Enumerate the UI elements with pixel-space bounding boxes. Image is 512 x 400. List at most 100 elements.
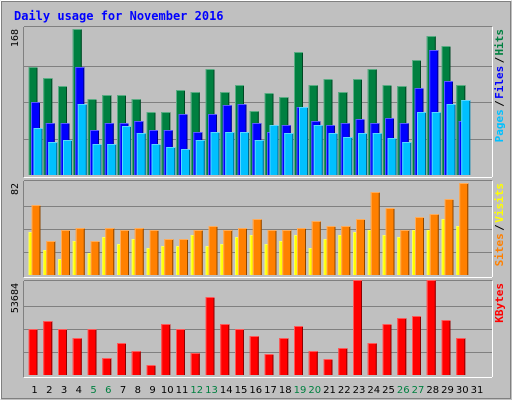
bar-sites-day-26-body [400,230,410,275]
bar-kbytes-day-7-body [117,343,126,375]
bar-pages-day-19 [299,107,308,175]
day-label-23: 23 [353,385,366,396]
bar-kbytes-day-26 [397,318,407,375]
panel-visits-sites: 82 Visits/ Sites [10,180,506,278]
bar-pages-day-15 [240,132,249,175]
bar-pages-day-16 [254,140,264,175]
bar-kbytes-day-20 [308,351,318,375]
bar-pages-day-25 [387,138,397,175]
bar-kbytes-day-30 [456,338,466,375]
bar-sites-day-30-body [459,183,469,275]
bar-pages-day-26 [402,142,412,175]
legend-kbytes: KBytes [493,283,506,323]
bar-sites-day-6-body [105,228,115,275]
legend-separator: / [493,224,506,231]
day-label-28: 28 [426,385,439,396]
bar-kbytes-day-3-body [58,329,67,375]
bar-pages-day-20-body [313,125,323,175]
bar-kbytes-day-18 [279,338,289,375]
bar-pages-day-7-body [122,126,131,175]
day-label-5: 5 [90,385,96,396]
bar-pages-day-2 [48,142,58,175]
bar-sites-day-12-body [193,230,203,275]
bar-sites-day-12 [193,230,203,275]
bar-pages-day-11-body [181,149,190,175]
day-label-19: 19 [294,385,307,396]
legend-hits: Hits [493,29,506,56]
day-label-18: 18 [279,385,292,396]
bar-pages-day-22-body [343,137,353,175]
bar-sites-day-14 [223,230,233,275]
day-label-15: 15 [235,385,248,396]
day-label-14: 14 [220,385,233,396]
bar-kbytes-day-23 [353,280,362,375]
legend-files: Files [493,66,506,99]
bar-sites-day-23 [356,219,365,275]
day-label-12: 12 [190,385,203,396]
day-label-24: 24 [367,385,380,396]
bar-kbytes-day-27 [412,316,421,375]
day-label-7: 7 [120,385,126,396]
bar-kbytes-day-12 [190,353,200,375]
bar-kbytes-day-15 [235,329,244,375]
bar-pages-day-14 [225,132,235,175]
bar-sites-day-27-body [415,217,424,275]
day-label-30: 30 [456,385,469,396]
bar-pages-day-10-body [166,147,176,175]
day-label-20: 20 [308,385,321,396]
bar-files-day-11-body [178,114,188,175]
day-label-26: 26 [397,385,410,396]
bar-sites-day-21-body [326,226,336,275]
day-label-22: 22 [338,385,351,396]
bar-sites-day-26 [400,230,410,275]
legend-separator: / [493,100,506,107]
bar-kbytes-day-28 [426,280,436,375]
bar-pages-day-15-body [240,132,249,175]
bar-sites-day-25-body [385,208,395,275]
bar-sites-day-13-body [208,226,218,275]
bar-pages-day-27 [417,112,426,175]
legend-separator: / [493,56,506,63]
bar-sites-day-16 [252,219,262,275]
bar-sites-day-15 [238,228,247,275]
bar-sites-day-9 [149,230,159,275]
bar-kbytes-day-14-body [220,324,230,375]
bar-kbytes-day-22-body [338,348,348,375]
legend-pages: Pages [493,109,506,142]
bar-pages-day-24 [372,133,382,175]
bar-kbytes-day-11-body [176,329,185,375]
day-label-17: 17 [264,385,277,396]
bar-pages-day-24-body [372,133,382,175]
bar-pages-day-4-body [77,104,87,175]
bar-sites-day-19-body [297,228,306,275]
bar-pages-day-29 [446,104,456,175]
bar-pages-day-1 [33,128,43,175]
bar-sites-day-13 [208,226,218,275]
day-label-16: 16 [249,385,262,396]
bar-pages-day-23 [358,133,367,175]
bar-pages-day-13-body [210,132,220,175]
bar-sites-day-11 [179,239,188,275]
bar-kbytes-day-10 [161,324,171,375]
y-max-label: 168 [10,29,21,47]
bar-sites-day-16-body [252,219,262,275]
bar-kbytes-day-21 [323,359,333,375]
legend-bottom: KBytes [493,283,506,323]
day-label-25: 25 [382,385,395,396]
bar-sites-day-2 [46,241,56,275]
bar-sites-day-18-body [282,230,292,275]
bar-kbytes-day-17-body [264,354,274,375]
bar-kbytes-day-24-body [367,343,377,375]
legend-top: Hits/Files/Pages [493,29,506,142]
bar-kbytes-day-24 [367,343,377,375]
panel-hits-files-pages: 168 Hits/Files/Pages [10,26,506,178]
bar-kbytes-day-29-body [441,320,451,375]
bar-sites-day-5 [90,241,100,275]
bar-pages-day-5 [92,144,102,175]
bar-pages-day-22 [343,137,353,175]
bar-sites-day-17-body [267,230,277,275]
bar-kbytes-day-4-body [72,338,82,375]
panel-kbytes: 53684 KBytes [10,280,506,378]
